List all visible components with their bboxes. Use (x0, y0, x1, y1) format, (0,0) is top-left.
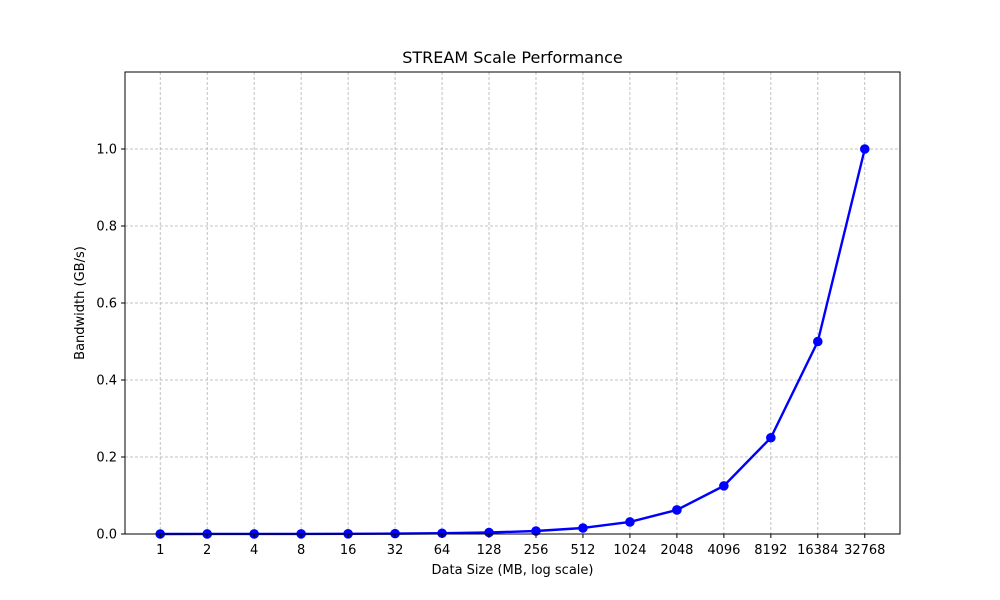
data-point (578, 523, 588, 533)
x-tick-label: 4096 (707, 543, 740, 558)
data-point (813, 336, 823, 347)
y-tick-label: 0.8 (96, 220, 117, 235)
series-layer (155, 144, 870, 539)
x-tick-label: 32768 (844, 543, 885, 558)
y-tick-label: 0.0 (96, 528, 117, 543)
data-point (766, 432, 776, 443)
y-tick-label: 1.0 (96, 143, 117, 158)
x-tick-label: 2048 (660, 543, 693, 558)
y-tick-label: 0.2 (96, 451, 117, 466)
x-tick-label: 4 (250, 543, 258, 558)
x-tick-label: 16 (340, 543, 357, 558)
data-point (672, 505, 682, 515)
y-axis-label: Bandwidth (GB/s) (73, 246, 88, 360)
chart-title: STREAM Scale Performance (402, 48, 623, 67)
tick-layer: 1 2 4 8 16 32 64 128 256 512 1024 2048 4096 8192 16384… (96, 143, 885, 559)
x-tick-label: 8192 (754, 543, 787, 558)
grid-layer (125, 72, 900, 535)
x-tick-label: 2 (203, 543, 211, 558)
y-tick-label: 0.4 (96, 374, 117, 389)
series-line (160, 148, 866, 536)
x-tick-label: 32 (387, 543, 404, 558)
x-tick-label: 1024 (613, 543, 646, 558)
x-tick-label: 512 (571, 543, 596, 558)
x-tick-label: 64 (434, 543, 451, 558)
data-point (859, 144, 870, 154)
x-tick-label: 8 (297, 543, 305, 558)
x-axis-label: Data Size (MB, log scale) (432, 563, 594, 578)
data-point (719, 481, 729, 491)
data-point (625, 517, 635, 527)
x-tick-label: 16384 (797, 543, 838, 558)
y-tick-label: 0.6 (96, 297, 117, 312)
x-tick-label: 1 (156, 543, 164, 558)
x-tick-label: 256 (524, 543, 549, 558)
x-tick-label: 128 (477, 543, 502, 558)
